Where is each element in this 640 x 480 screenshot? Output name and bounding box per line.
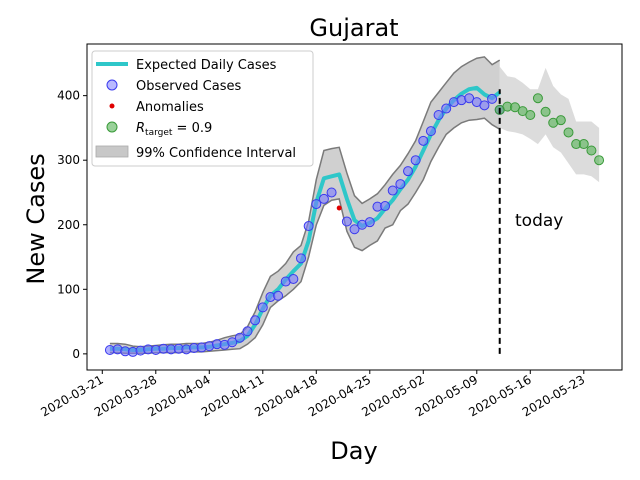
- observed-point: [242, 326, 253, 337]
- observed-point: [403, 166, 413, 177]
- forecast-point: [586, 145, 597, 156]
- confidence-interval-upper-line: [109, 56, 501, 348]
- forecast-point: [540, 106, 551, 117]
- chart-title: Gujarat: [309, 14, 398, 42]
- legend: Expected Daily Cases Observed Cases Anom…: [91, 50, 314, 167]
- observed-point: [341, 216, 352, 227]
- observed-point: [288, 273, 299, 284]
- observed-point: [303, 221, 314, 232]
- legend-label-observed: Observed Cases: [136, 79, 241, 94]
- y-tick-label: 100: [57, 282, 80, 296]
- y-axis: 0 100 200 300 400: [57, 89, 87, 361]
- observed-point: [257, 302, 268, 313]
- observed-point: [410, 155, 421, 166]
- confidence-interval-area: [109, 56, 500, 354]
- observed-point: [387, 185, 398, 196]
- observed-point: [273, 290, 284, 301]
- observed-point: [380, 201, 391, 212]
- legend-label-expected: Expected Daily Cases: [136, 58, 277, 73]
- legend-label-rtarget: Rtarget = 0.9: [136, 121, 212, 138]
- observed-point: [296, 253, 306, 264]
- forecast-point: [555, 115, 566, 126]
- observed-point: [311, 199, 322, 210]
- y-tick-label: 300: [57, 153, 80, 167]
- legend-swatch-rtarget: [106, 121, 118, 133]
- observed-point: [250, 315, 261, 326]
- observed-point: [433, 110, 444, 121]
- observed-point: [227, 337, 238, 348]
- observed-point: [479, 100, 490, 111]
- observed-point: [326, 187, 337, 198]
- observed-point: [425, 126, 436, 137]
- observed-point: [349, 224, 360, 235]
- legend-label-anomalies: Anomalies: [136, 100, 204, 115]
- legend-frame: [91, 50, 314, 167]
- observed-point: [487, 93, 498, 104]
- y-axis-label: New Cases: [22, 153, 50, 284]
- legend-swatch-anomalies: [109, 103, 115, 109]
- anomaly-point: [336, 205, 342, 211]
- y-tick-label: 0: [72, 347, 80, 361]
- legend-label-ci: 99% Confidence Interval: [136, 146, 296, 161]
- forecast-point: [525, 110, 536, 121]
- forecast-point: [578, 139, 589, 150]
- observed-point: [395, 179, 406, 190]
- plot-area: [104, 56, 605, 357]
- confidence-interval-lower-line: [109, 117, 501, 354]
- observed-point: [234, 332, 245, 343]
- forecast-point: [532, 93, 543, 104]
- y-tick-label: 400: [57, 89, 80, 103]
- observed-point: [364, 217, 375, 228]
- y-tick-label: 200: [57, 218, 80, 232]
- observed-point: [318, 193, 329, 204]
- observed-point: [441, 103, 452, 114]
- forecast-point: [594, 155, 605, 166]
- plot-frame: [86, 43, 623, 371]
- forecast-point: [563, 127, 574, 138]
- legend-swatch-observed: [106, 79, 118, 91]
- observed-point: [418, 135, 429, 146]
- legend-swatch-ci: [95, 145, 129, 158]
- today-annotation: today: [515, 211, 563, 231]
- x-axis-label: Day: [330, 437, 377, 465]
